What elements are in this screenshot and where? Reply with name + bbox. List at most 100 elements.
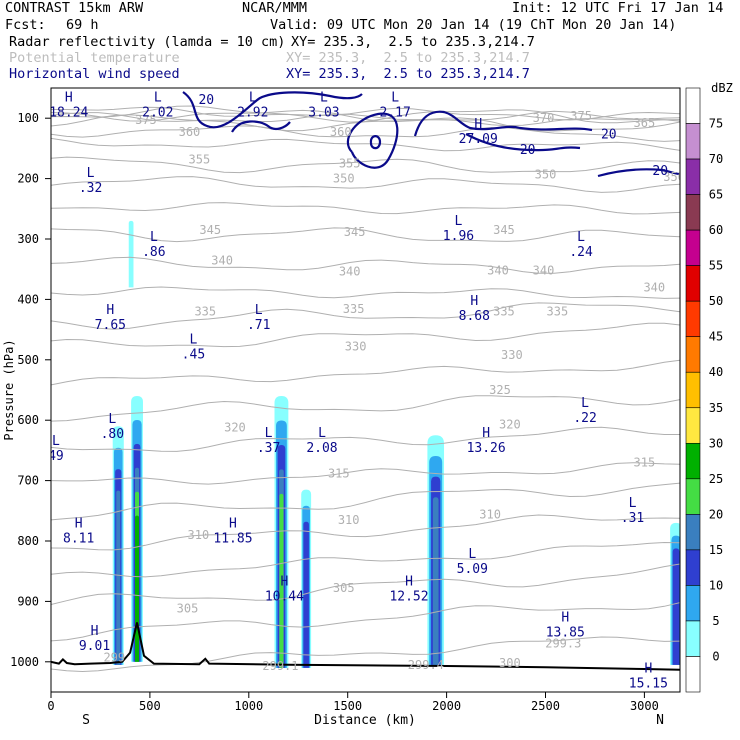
field-name-reflectivity: Radar reflectivity (lamda = 10 cm): [9, 34, 286, 50]
hl-marker-type: H: [482, 426, 490, 441]
reflectivity-cell: [303, 521, 309, 668]
reflectivity-cell: [279, 493, 284, 668]
hl-marker-type: L: [87, 166, 95, 181]
theta-label: 325: [489, 383, 511, 397]
hl-marker-type: H: [474, 117, 482, 132]
hl-marker-value: .22: [573, 411, 596, 426]
colorbar-swatch: [685, 407, 701, 444]
colorbar-label: 0: [712, 649, 719, 663]
x-tick-label: 3000: [630, 699, 659, 713]
theta-label: 335: [343, 302, 365, 316]
wind-contour: [182, 91, 363, 129]
hl-marker-value: 12.52: [389, 590, 428, 605]
theta-label: 299.4: [408, 658, 444, 672]
hl-marker-value: 7.65: [95, 318, 126, 333]
field-xy-theta: XY= 235.3, 2.5 to 235.3,214.7: [286, 50, 530, 66]
fcst-value: 69 h: [66, 17, 99, 33]
x-tick-label: 2500: [531, 699, 560, 713]
hl-marker-value: 1.96: [443, 229, 474, 244]
wind-contour: [465, 133, 581, 152]
hl-marker-value: 3.03: [308, 105, 339, 120]
x-tick-label: 500: [139, 699, 161, 713]
x-tick-label: 2000: [432, 699, 461, 713]
hl-marker-type: H: [106, 303, 114, 318]
colorbar-swatch: [685, 620, 701, 657]
theta-contour: [51, 202, 680, 215]
y-tick-label: 300: [17, 232, 39, 246]
hl-marker-type: H: [75, 517, 83, 532]
colorbar-label: 20: [709, 507, 723, 521]
theta-contour: [51, 359, 680, 386]
theta-contour: [51, 302, 680, 330]
hl-marker-value: 15.15: [629, 677, 668, 692]
colorbar-label: 55: [709, 259, 723, 273]
theta-label: 335: [194, 304, 216, 318]
x-tick-label: 1000: [234, 699, 263, 713]
colorbar-label: 70: [709, 152, 723, 166]
hl-marker-type: L: [581, 396, 589, 411]
hl-marker-type: L: [577, 230, 585, 245]
colorbar-label: 30: [709, 436, 723, 450]
wind-label: 20: [601, 127, 617, 142]
hl-marker-type: L: [52, 434, 60, 449]
theta-label: 340: [533, 263, 555, 277]
y-tick-label: 1000: [10, 655, 39, 669]
x-tick-label: 0: [47, 699, 54, 713]
colorbar-swatch: [685, 585, 701, 622]
hl-marker-value: .37: [257, 441, 280, 456]
y-tick-label: 100: [17, 111, 39, 125]
theta-label: 355: [339, 157, 361, 171]
theta-label: 345: [344, 225, 366, 239]
y-tick-label: 400: [17, 292, 39, 306]
y-tick-label: 800: [17, 534, 39, 548]
reflectivity-cell: [135, 515, 140, 662]
terrain-line: [51, 622, 680, 671]
theta-label: 320: [499, 417, 521, 431]
colorbar-label: 25: [709, 472, 723, 486]
theta-label: 299.3: [545, 637, 581, 651]
theta-contour: [51, 322, 680, 348]
wind-contour: [413, 110, 593, 137]
y-axis-label: Pressure (hPa): [2, 339, 16, 440]
plot-frame: [50, 87, 681, 693]
theta-contour: [51, 176, 680, 193]
theta-label: 375: [570, 109, 592, 123]
hl-marker-value: 2.92: [237, 105, 268, 120]
hl-marker-type: L: [629, 496, 637, 511]
reflectivity-cell: [128, 220, 134, 288]
theta-label: 300: [499, 656, 521, 670]
colorbar-swatch: [685, 478, 701, 515]
y-tick-label: 500: [17, 353, 39, 367]
fcst-label: Fcst:: [5, 17, 46, 33]
hl-marker-type: L: [318, 426, 326, 441]
colorbar-label: 5: [712, 614, 719, 628]
theta-label: 320: [224, 420, 246, 434]
init-time: Init: 12 UTC Fri 17 Jan 14: [512, 0, 724, 16]
theta-contour: [51, 395, 680, 422]
reflectivity-cell: [432, 497, 439, 665]
hl-marker-value: 11.85: [213, 532, 252, 547]
colorbar-label: 35: [709, 401, 723, 415]
hl-marker-value: 49: [48, 449, 64, 464]
theta-label: 350: [535, 167, 557, 181]
theta-contour: [51, 156, 680, 174]
hl-marker-value: .32: [79, 181, 102, 196]
x-axis-label: Distance (km): [314, 713, 416, 728]
theta-label: 299.1: [262, 659, 298, 673]
y-tick-label: 900: [17, 594, 39, 608]
theta-label: 330: [501, 348, 523, 362]
theta-contour: [51, 541, 680, 578]
theta-label: 340: [339, 265, 361, 279]
hl-marker-type: H: [280, 575, 288, 590]
y-tick-label: 600: [17, 413, 39, 427]
hl-marker-value: 8.68: [459, 309, 490, 324]
colorbar-swatch: [685, 265, 701, 302]
field-name-wind: Horizontal wind speed: [9, 66, 180, 82]
theta-contour: [51, 105, 680, 124]
hl-marker-value: 13.26: [467, 441, 506, 456]
theta-label: 299: [103, 651, 125, 665]
theta-label: 360: [179, 125, 201, 139]
colorbar-label: 40: [709, 365, 723, 379]
hl-marker-type: L: [265, 426, 273, 441]
